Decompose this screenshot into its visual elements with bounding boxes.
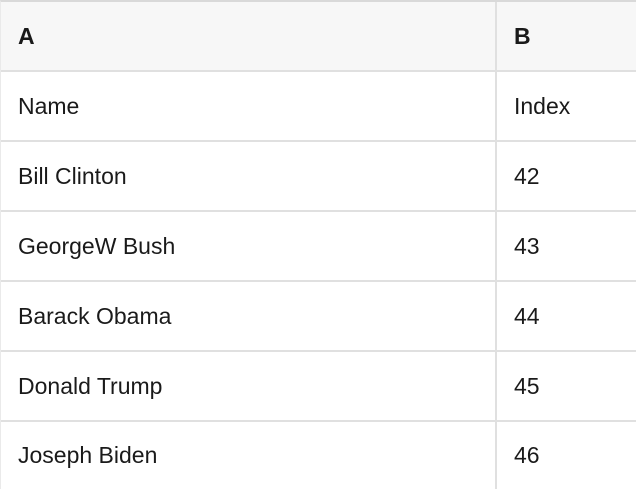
column-header-row: A B [1, 2, 636, 72]
table-row: Bill Clinton 42 [1, 142, 636, 212]
cell-index[interactable]: 44 [514, 302, 540, 329]
table-row: GeorgeW Bush 43 [1, 212, 636, 282]
cell-index[interactable]: 43 [514, 232, 540, 259]
table-row: Name Index [1, 72, 636, 142]
table-row: Barack Obama 44 [1, 282, 636, 352]
cell-name[interactable]: Barack Obama [1, 282, 497, 350]
cell-index[interactable]: 45 [514, 372, 540, 399]
column-header-b[interactable]: B [514, 22, 531, 49]
column-header-a[interactable]: A [1, 2, 497, 70]
cell-name-header[interactable]: Name [1, 72, 497, 140]
table-row: Joseph Biden 46 [1, 422, 636, 489]
cell-name[interactable]: Bill Clinton [1, 142, 497, 210]
table-row: Donald Trump 45 [1, 352, 636, 422]
cell-name[interactable]: Joseph Biden [1, 422, 497, 489]
cell-index[interactable]: 42 [514, 162, 540, 189]
cell-name[interactable]: Donald Trump [1, 352, 497, 420]
cell-index[interactable]: 46 [514, 442, 540, 468]
cell-index-header[interactable]: Index [514, 92, 571, 119]
cell-name[interactable]: GeorgeW Bush [1, 212, 497, 280]
